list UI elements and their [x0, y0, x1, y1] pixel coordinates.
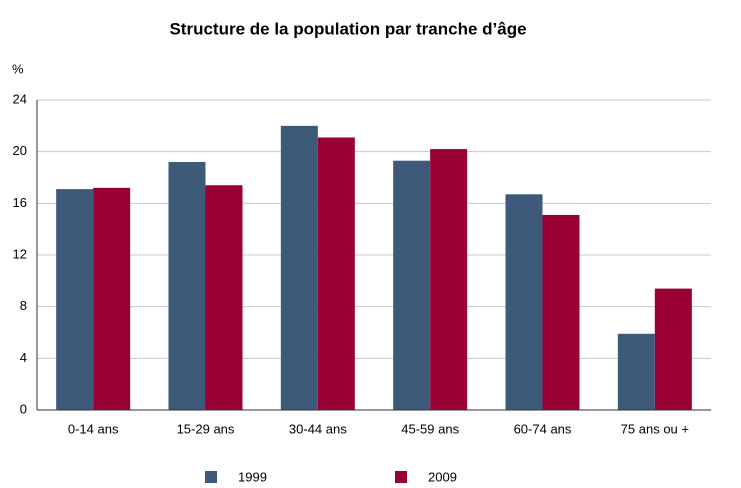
- legend-label: 1999: [238, 469, 267, 484]
- bar: [168, 162, 206, 410]
- bar: [505, 194, 543, 410]
- bar: [542, 214, 580, 410]
- bar: [617, 333, 655, 410]
- y-tick-label: 20: [13, 143, 27, 158]
- y-tick-label: 12: [13, 246, 27, 261]
- y-tick-label: 16: [13, 195, 27, 210]
- bar: [280, 125, 318, 410]
- bar: [93, 187, 131, 410]
- x-tick-label: 45-59 ans: [401, 421, 459, 436]
- x-tick-label: 0-14 ans: [68, 421, 119, 436]
- chart-title: Structure de la population par tranche d…: [169, 19, 526, 38]
- y-tick-label: 24: [13, 91, 27, 106]
- bar: [430, 149, 468, 411]
- bar: [654, 288, 692, 410]
- bar: [205, 185, 243, 410]
- legend-swatch: [395, 471, 407, 483]
- y-tick-label: 0: [20, 401, 27, 416]
- bar: [317, 137, 355, 411]
- bar: [56, 189, 94, 410]
- x-tick-label: 75 ans ou +: [621, 421, 689, 436]
- y-axis-label: %: [12, 61, 24, 76]
- bar: [393, 160, 431, 410]
- x-tick-label: 60-74 ans: [514, 421, 572, 436]
- y-tick-label: 4: [20, 350, 27, 365]
- legend-label: 2009: [428, 469, 457, 484]
- x-tick-label: 15-29 ans: [177, 421, 235, 436]
- x-tick-label: 30-44 ans: [289, 421, 347, 436]
- y-tick-label: 8: [20, 298, 27, 313]
- legend-swatch: [205, 471, 217, 483]
